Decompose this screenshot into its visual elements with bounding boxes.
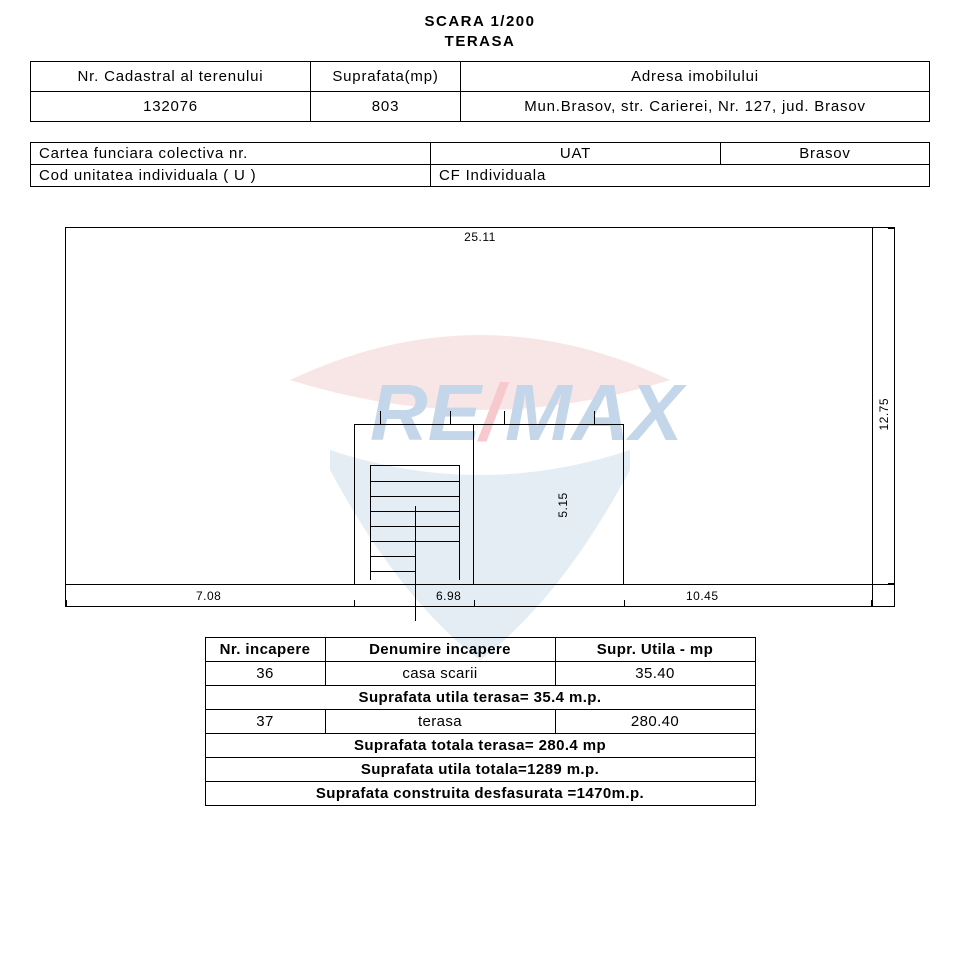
t2-r2c2: CF Individuala — [431, 165, 930, 187]
rooms-table: Nr. incapere Denumire incapere Supr. Uti… — [205, 637, 756, 806]
dim-b3: 10.45 — [686, 589, 719, 603]
summary-row: Suprafata utila totala=1289 m.p. — [205, 758, 755, 782]
summary-row: Suprafata totala terasa= 280.4 mp — [205, 734, 755, 758]
floor-plan: 25.11 12.75 7.08 6.98 10.45 — [45, 217, 915, 617]
dim-b2: 6.98 — [436, 589, 461, 603]
dim-right: 12.75 — [877, 398, 891, 431]
cadastral-table: Nr. Cadastral al terenului Suprafata(mp)… — [30, 61, 930, 122]
stair-room: 5.15 — [354, 424, 624, 584]
dim-stair: 5.15 — [556, 492, 570, 517]
t2-r1c3: Brasov — [721, 143, 930, 165]
t1-v2: 803 — [311, 92, 461, 122]
t1-h3: Adresa imobilului — [461, 62, 930, 92]
t1-v1: 132076 — [31, 92, 311, 122]
title-block: SCARA 1/200 TERASA — [0, 0, 960, 51]
stair-flight — [370, 465, 460, 580]
cf-table: Cartea funciara colectiva nr. UAT Brasov… — [30, 142, 930, 187]
dim-b1: 7.08 — [196, 589, 221, 603]
t1-h2: Suprafata(mp) — [311, 62, 461, 92]
t1-h1: Nr. Cadastral al terenului — [31, 62, 311, 92]
t3-h2: Denumire incapere — [325, 638, 555, 662]
table-row: 36 casa scarii 35.40 — [205, 662, 755, 686]
dim-top: 25.11 — [464, 230, 496, 244]
title-label: TERASA — [0, 32, 960, 52]
t2-r2c1: Cod unitatea individuala ( U ) — [31, 165, 431, 187]
t3-h1: Nr. incapere — [205, 638, 325, 662]
t3-h3: Supr. Utila - mp — [555, 638, 755, 662]
summary-row: Suprafata construita desfasurata =1470m.… — [205, 782, 755, 806]
summary-row: Suprafata utila terasa= 35.4 m.p. — [205, 686, 755, 710]
t2-r1c2: UAT — [431, 143, 721, 165]
t2-r1c1: Cartea funciara colectiva nr. — [31, 143, 431, 165]
scale-label: SCARA 1/200 — [0, 12, 960, 32]
table-row: 37 terasa 280.40 — [205, 710, 755, 734]
t1-v3: Mun.Brasov, str. Carierei, Nr. 127, jud.… — [461, 92, 930, 122]
